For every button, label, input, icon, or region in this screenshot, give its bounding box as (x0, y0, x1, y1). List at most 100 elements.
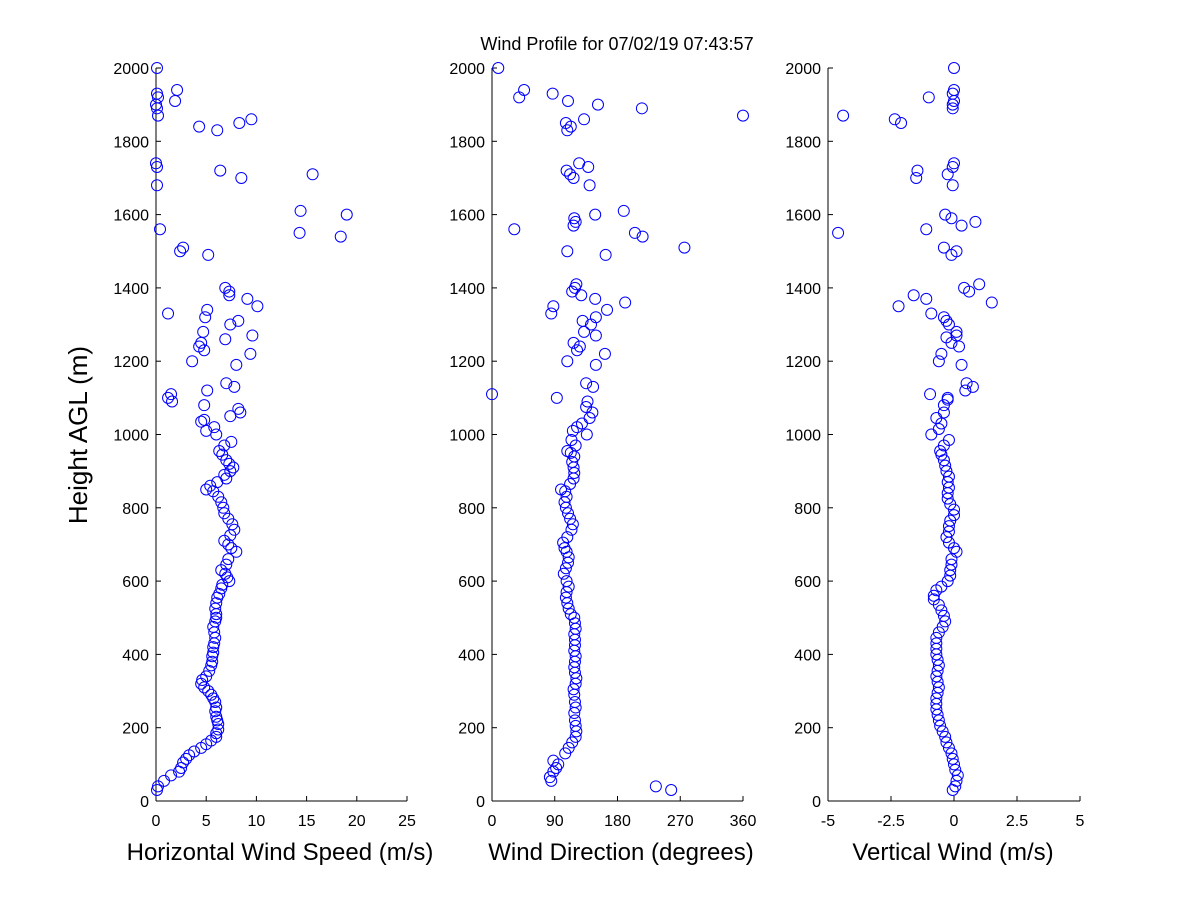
vertical-data-point (932, 423, 945, 436)
speed-data-point (215, 496, 228, 509)
speed-y-tick-label: 0 (140, 794, 149, 811)
direction-data-point (546, 87, 559, 100)
vertical-data-point (935, 604, 948, 617)
direction-data-point (567, 171, 580, 184)
direction-data-point (589, 208, 602, 221)
direction-data-point (591, 98, 604, 111)
direction-data-point (617, 204, 630, 217)
vertical-data-point (941, 391, 954, 404)
speed-data-point (222, 553, 235, 566)
speed-data-point (193, 120, 206, 133)
vertical-data-point (930, 670, 943, 683)
vertical-wind-panel: Vertical Wind (m/s) 0 200 400 600 800 1000 120… (785, 61, 1084, 866)
direction-data-point (589, 358, 602, 371)
speed-data-point (245, 113, 258, 126)
direction-y-tick-label: 1800 (449, 134, 485, 151)
direction-data-point (508, 223, 521, 236)
direction-data-point (649, 780, 662, 793)
direction-data-point (562, 602, 575, 615)
speed-data-point (175, 762, 188, 775)
direction-y-tick-label: 0 (476, 794, 485, 811)
direction-data-point (561, 355, 574, 368)
vertical-data-point (948, 509, 960, 522)
direction-data-point (561, 245, 574, 258)
vertical-data-point (969, 215, 982, 228)
vertical-x-tick-label: -2.5 (877, 813, 905, 830)
speed-y-tick-label: 400 (122, 647, 149, 664)
vertical-data-point (939, 615, 952, 628)
direction-data-point (562, 580, 575, 593)
vertical-data-point (937, 311, 950, 324)
speed-data-point (251, 300, 264, 313)
speed-data-point (217, 501, 230, 514)
vertical-data-point (925, 307, 938, 320)
direction-data-point (578, 113, 591, 126)
vertical-data-point (940, 736, 953, 749)
speed-data-point (219, 333, 232, 346)
direction-y-tick-label: 2000 (449, 61, 485, 78)
vertical-data-point (950, 245, 963, 258)
direction-data-point (665, 784, 678, 797)
vertical-data-point (939, 730, 952, 743)
vertical-data-point (946, 179, 959, 192)
vertical-data-point (927, 593, 940, 606)
direction-data-point (560, 575, 573, 588)
speed-data-point (210, 701, 223, 714)
speed-data-point (188, 745, 201, 758)
speed-data-point (223, 289, 236, 302)
speed-data-point (218, 439, 231, 452)
speed-data-point (230, 358, 243, 371)
direction-data-point (573, 340, 586, 353)
direction-data-point (737, 109, 749, 122)
speed-data-point (224, 318, 237, 331)
direction-data-point (583, 412, 596, 425)
vertical-data-point (966, 380, 979, 393)
direction-data-point (678, 241, 691, 254)
speed-data-point (210, 611, 223, 624)
direction-data-point (558, 542, 571, 555)
vertical-data-point (973, 278, 986, 291)
vertical-y-tick-label: 1000 (785, 428, 821, 445)
vertical-data-point (940, 314, 953, 327)
vertical-y-tick-label: 1800 (785, 134, 821, 151)
speed-y-tick-label: 1600 (113, 208, 149, 225)
speed-data-point (186, 355, 199, 368)
speed-data-point (225, 542, 238, 555)
speed-data-point (174, 245, 187, 258)
vertical-x-tick-label: 5 (1076, 813, 1085, 830)
direction-y-tick-label: 800 (458, 501, 485, 518)
vertical-data-point (949, 780, 962, 793)
vertical-data-point (939, 459, 952, 472)
speed-y-tick-label: 800 (122, 501, 149, 518)
speed-y-tick-label: 600 (122, 574, 149, 591)
speed-data-point (220, 558, 233, 571)
vertical-data-point (895, 116, 908, 129)
vertical-data-point (888, 113, 901, 126)
direction-x-tick-label: 360 (730, 813, 757, 830)
direction-data-point (569, 719, 582, 732)
speed-data-point (206, 655, 219, 668)
direction-data-point (559, 591, 572, 604)
direction-data-point (566, 424, 579, 437)
speed-data-point (225, 435, 238, 448)
speed-data-point (202, 685, 215, 698)
vertical-data-point (937, 406, 950, 419)
direction-data-point (568, 212, 581, 225)
speed-data-point (211, 124, 224, 137)
vertical-data-point (951, 769, 964, 782)
vertical-data-point (945, 747, 958, 760)
speed-data-point (207, 620, 220, 633)
direction-x-tick-label: 270 (667, 813, 694, 830)
speed-data-point (151, 87, 164, 100)
vertical-data-point (945, 558, 958, 571)
direction-data-point (598, 347, 611, 360)
vertical-data-point (949, 763, 962, 776)
vertical-y-tick-label: 1200 (785, 354, 821, 371)
direction-data-point (561, 94, 574, 107)
speed-data-point (232, 314, 245, 327)
speed-data-point (223, 457, 236, 470)
speed-data-point (200, 483, 213, 496)
direction-data-point (568, 714, 581, 727)
vertical-data-point (944, 498, 957, 511)
direction-data-point (599, 248, 612, 261)
